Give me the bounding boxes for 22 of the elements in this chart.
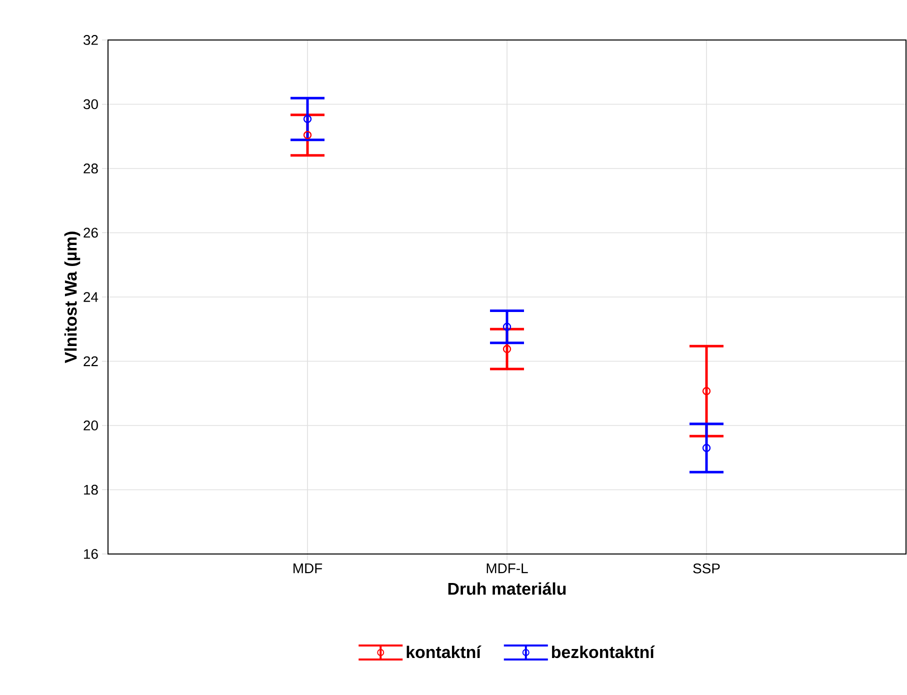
y-tick-label: 26 bbox=[84, 228, 98, 238]
y-tick-label: 20 bbox=[84, 420, 98, 430]
y-tick-label: 24 bbox=[84, 292, 98, 302]
y-tick-label: 16 bbox=[84, 549, 98, 559]
y-tick-label: 28 bbox=[84, 164, 98, 174]
point bbox=[502, 322, 512, 331]
y-tick-label: 30 bbox=[84, 99, 98, 110]
x-tick-label: MDF bbox=[294, 564, 322, 574]
legend-label: kontaktní bbox=[406, 646, 482, 658]
point bbox=[502, 344, 512, 354]
x-tick-label: SSP bbox=[693, 563, 720, 574]
point bbox=[303, 130, 312, 140]
y-tick-label: 32 bbox=[84, 35, 98, 45]
x-axis-title: Druh materiálu bbox=[448, 582, 566, 595]
point bbox=[702, 387, 711, 396]
y-tick-label: 22 bbox=[84, 356, 98, 366]
legend-label: bezkontaktní bbox=[552, 646, 655, 658]
x-tick-label: MDF-L bbox=[486, 564, 528, 574]
point bbox=[702, 444, 711, 452]
y-tick-label: 18 bbox=[84, 484, 98, 495]
y-axis-title: Vlnitost Wa (µm) bbox=[64, 232, 80, 364]
point bbox=[303, 114, 312, 124]
